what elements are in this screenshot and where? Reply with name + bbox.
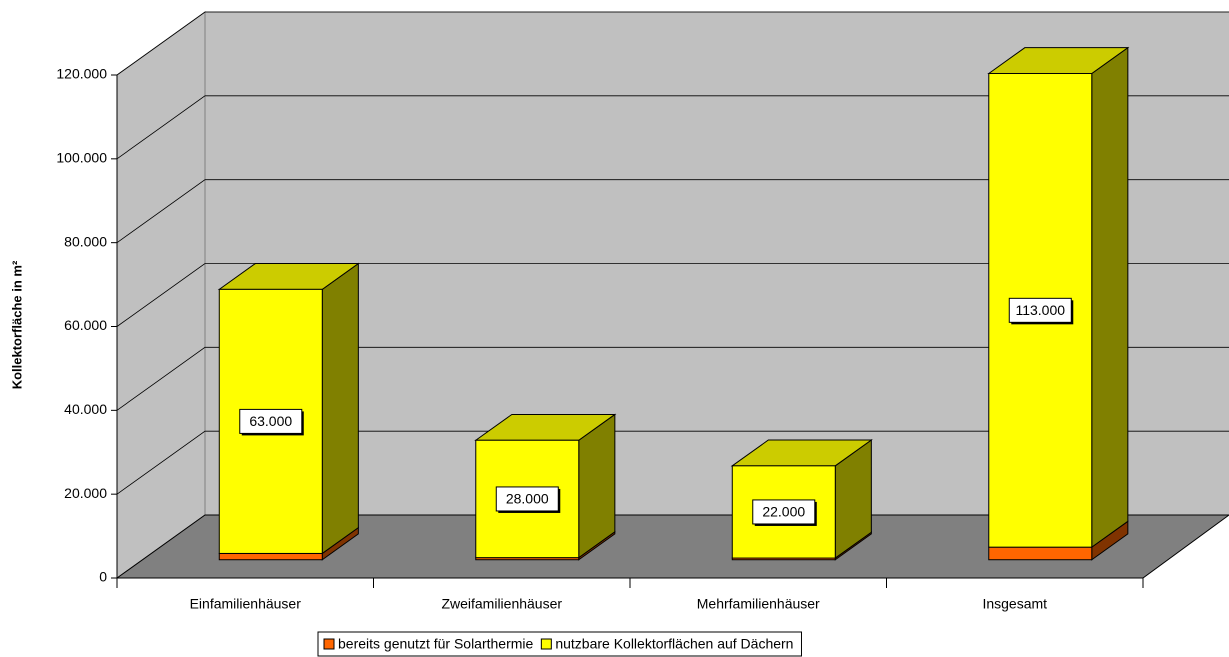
grid-line	[116, 263, 1229, 327]
x-tick-label: Insgesamt	[982, 596, 1047, 612]
y-tick-label: 100.000	[56, 150, 107, 166]
grid-line	[116, 95, 1229, 160]
x-tick-label: Zweifamilienhäuser	[441, 596, 562, 612]
legend-label: nutzbare Kollektorflächen auf Dächern	[555, 636, 793, 652]
y-tick-label: 20.000	[64, 485, 107, 501]
value-label-box	[495, 486, 559, 512]
value-label-box	[239, 408, 303, 434]
x-tick-label: Mehrfamilienhäuser	[697, 596, 820, 612]
value-label-box	[752, 499, 816, 525]
legend	[317, 631, 802, 657]
y-tick-label: 60.000	[64, 317, 107, 333]
legend-label: bereits genutzt für Solarthermie	[338, 636, 534, 652]
value-label-box	[1008, 297, 1072, 323]
value-label: 22.000	[762, 504, 805, 520]
bar	[988, 546, 1093, 561]
y-tick-label: 120.000	[56, 66, 107, 82]
grid-line	[116, 346, 1229, 411]
value-label: 113.000	[1015, 302, 1065, 318]
value-label: 28.000	[506, 491, 549, 507]
legend-swatch	[540, 638, 552, 650]
y-tick-label: 40.000	[64, 401, 107, 417]
y-axis-label: Kollektorfläche in m²	[9, 260, 24, 389]
legend-swatch	[323, 638, 335, 650]
grid-line	[116, 430, 1229, 495]
bar	[218, 552, 323, 561]
grid-line	[116, 11, 1229, 76]
bar-side	[321, 262, 359, 555]
y-tick-label: 0	[99, 569, 107, 585]
grid-line	[116, 179, 1229, 243]
x-tick-label: Einfamilienhäuser	[190, 596, 302, 612]
bar-side	[1091, 46, 1129, 549]
value-label: 63.000	[249, 413, 292, 429]
y-tick-label: 80.000	[64, 233, 107, 249]
